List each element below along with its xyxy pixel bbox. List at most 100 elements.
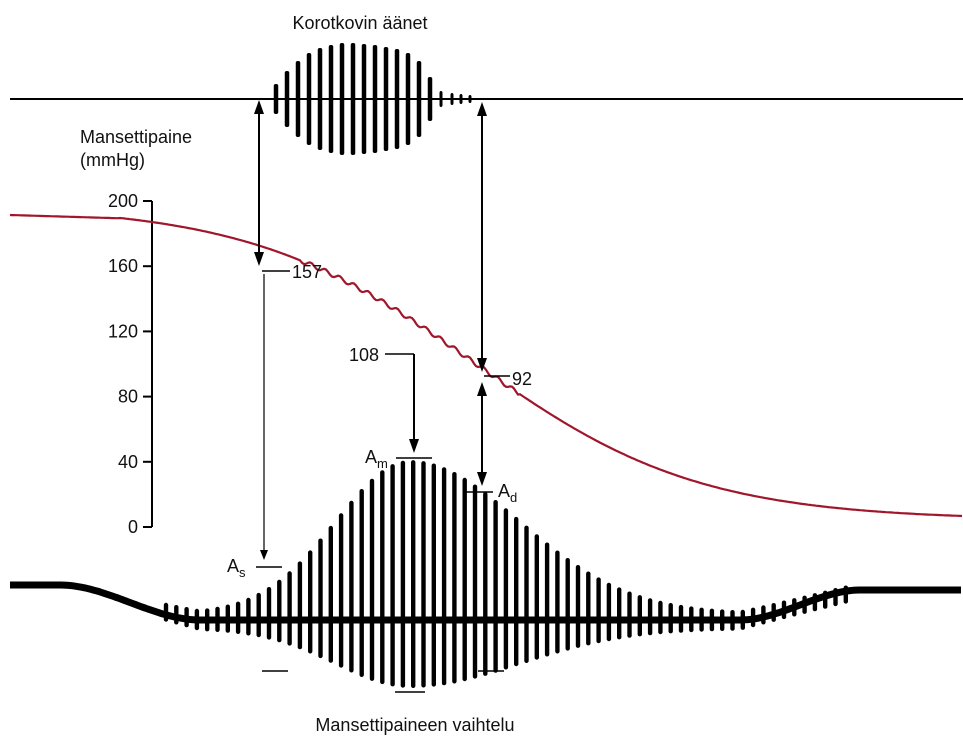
cuff-oscillation-title: Mansettipaineen vaihtelu <box>315 715 514 735</box>
oscillation-spike <box>462 477 467 682</box>
oscillation-spike <box>637 595 642 637</box>
oscillation-spike <box>606 582 612 642</box>
oscillation-spike <box>338 513 344 668</box>
y-tick-label: 120 <box>108 321 138 341</box>
korotkoff-sound-bar <box>339 43 345 155</box>
oscillation-spike <box>730 610 735 631</box>
oscillation-spike <box>555 550 560 654</box>
korotkoff-sound-bar <box>350 43 356 155</box>
oscillation-spike <box>761 605 766 625</box>
oscillation-spike <box>647 598 653 636</box>
oscillation-spike <box>359 489 364 677</box>
oscillation-spike <box>524 525 529 663</box>
korotkoff-sound-bar <box>328 45 334 153</box>
oscillation-spike <box>534 534 539 660</box>
oscillation-spike <box>184 607 189 628</box>
oscillation-spike <box>287 571 292 646</box>
diastolic-value: 92 <box>512 369 532 389</box>
y-tick-label: 40 <box>118 452 138 472</box>
y-axis-title: Mansettipaine <box>80 127 192 147</box>
oscillation-spike <box>215 606 220 632</box>
korotkoff-sound-bar <box>394 49 400 149</box>
oscillation-spike <box>596 577 601 644</box>
oscillation-spike <box>483 492 488 676</box>
y-axis-ticks: 200 160 120 80 40 0 <box>108 191 152 537</box>
systolic-drop-head <box>260 550 268 560</box>
oscillation-spike <box>421 461 426 688</box>
y-tick-label: 0 <box>128 517 138 537</box>
oscillation-waveform <box>9 460 962 688</box>
oscillation-spike <box>400 460 406 688</box>
oscillation-spike <box>544 542 550 657</box>
korotkoff-sound-bar <box>317 48 323 150</box>
oscillation-spike <box>369 478 375 681</box>
oscillation-spike <box>390 464 395 687</box>
korotkoff-sound-bar <box>450 93 454 105</box>
oscillation-spike <box>565 558 570 651</box>
diastolic-arrow-top-up <box>477 102 487 116</box>
oscillation-spike <box>575 565 581 648</box>
oscillation-spike <box>689 606 694 633</box>
oscillation-spike <box>720 609 725 631</box>
diastolic-arrow-top-down <box>477 358 487 372</box>
diastolic-arrow-bottom-up <box>477 382 487 396</box>
korotkoff-sounds <box>273 43 472 155</box>
oscillation-spike <box>699 607 704 632</box>
oscillation-spike <box>668 603 673 634</box>
korotkoff-sound-bar <box>459 94 463 104</box>
mean-arrow-head <box>409 439 419 453</box>
oscillation-spike <box>380 470 385 685</box>
as-label: As <box>227 556 246 580</box>
systolic-arrow-down-head <box>254 252 264 266</box>
oscillation-spike <box>617 587 622 640</box>
korotkoff-sound-bar <box>405 53 411 145</box>
oscillation-spike <box>349 500 354 673</box>
korotkoff-sound-bar <box>372 45 378 153</box>
korotkoff-title: Korotkovin äänet <box>292 13 427 33</box>
oscillation-spike <box>225 604 230 633</box>
oscillation-spike <box>740 609 745 630</box>
cuff-pressure-curve <box>9 213 963 518</box>
y-tick-label: 160 <box>108 256 138 276</box>
oscillation-spike <box>235 601 241 634</box>
oscillation-spike <box>318 538 323 659</box>
oscillation-spike <box>174 605 179 625</box>
oscillation-spike <box>802 595 807 614</box>
korotkoff-sound-bar <box>284 71 290 127</box>
korotkoff-sound-bar <box>439 91 443 107</box>
oscillation-spike <box>452 472 457 684</box>
korotkoff-sound-bar <box>306 53 312 145</box>
oscillation-spike <box>411 460 416 688</box>
oscillation-spike <box>441 467 447 686</box>
oscillation-spike <box>277 579 282 643</box>
oscillation-spike <box>781 600 787 620</box>
oscillation-spike <box>328 525 333 663</box>
mean-value: 108 <box>349 345 379 365</box>
korotkoff-sound-bar <box>427 77 433 121</box>
systolic-value: 157 <box>292 262 322 282</box>
y-axis-unit: (mmHg) <box>80 150 145 170</box>
oscillation-spike <box>658 600 663 635</box>
oscillation-spike <box>205 608 210 632</box>
y-tick-label: 200 <box>108 191 138 211</box>
korotkoff-sound-bar <box>416 61 422 137</box>
ad-label: Ad <box>498 481 517 505</box>
diastolic-arrow-bottom-down <box>477 472 487 486</box>
oscillation-spike <box>503 508 509 670</box>
oscillation-spike <box>823 590 828 609</box>
oscillation-spike <box>246 597 251 636</box>
oscillation-spike <box>256 592 261 638</box>
oscillation-spike <box>833 588 838 607</box>
oscillation-spike <box>431 463 436 687</box>
oscillation-spike <box>771 603 776 622</box>
oscillation-spike <box>812 593 818 612</box>
oscillation-spike <box>627 591 632 638</box>
oscillation-spike <box>194 608 200 631</box>
systolic-arrow-up-head <box>254 100 264 114</box>
oscillation-spike <box>750 607 756 628</box>
korotkoff-sound-bar <box>468 95 472 103</box>
oscillation-spike <box>792 598 797 617</box>
y-tick-label: 80 <box>118 387 138 407</box>
